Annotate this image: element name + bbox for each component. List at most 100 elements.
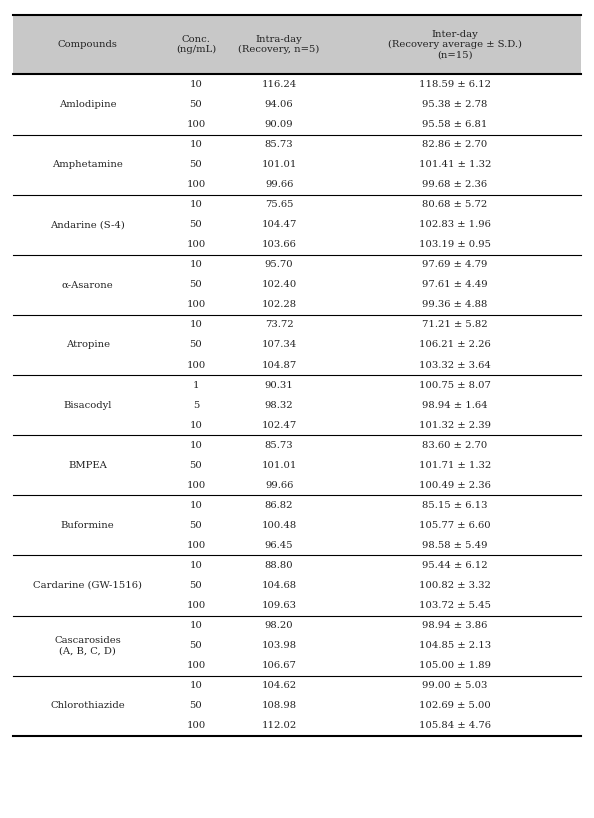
Text: Cardarine (GW-1516): Cardarine (GW-1516) (33, 581, 142, 590)
Bar (13, 15, 581, 74)
Text: 10: 10 (189, 501, 203, 510)
Text: 100: 100 (187, 601, 206, 610)
Text: Amlodipine: Amlodipine (59, 100, 116, 109)
Text: 108.98: 108.98 (261, 701, 296, 710)
Text: 104.87: 104.87 (261, 361, 297, 370)
Text: 98.58 ± 5.49: 98.58 ± 5.49 (422, 541, 488, 550)
Text: 101.01: 101.01 (261, 461, 297, 470)
Text: 101.71 ± 1.32: 101.71 ± 1.32 (419, 461, 491, 470)
Text: 10: 10 (189, 420, 203, 429)
Text: 103.66: 103.66 (262, 240, 296, 249)
Text: Cascarosides
(A, B, C, D): Cascarosides (A, B, C, D) (55, 636, 121, 655)
Text: 103.19 ± 0.95: 103.19 ± 0.95 (419, 240, 491, 249)
Text: 98.94 ± 3.86: 98.94 ± 3.86 (422, 621, 488, 630)
Text: 71.21 ± 5.82: 71.21 ± 5.82 (422, 321, 488, 330)
Text: 101.41 ± 1.32: 101.41 ± 1.32 (419, 160, 491, 169)
Text: 102.47: 102.47 (261, 420, 297, 429)
Text: 90.31: 90.31 (265, 380, 293, 389)
Text: 90.09: 90.09 (265, 120, 293, 129)
Text: 95.38 ± 2.78: 95.38 ± 2.78 (422, 100, 488, 109)
Text: 10: 10 (189, 621, 203, 630)
Text: 94.06: 94.06 (265, 100, 293, 109)
Text: 10: 10 (189, 441, 203, 450)
Text: 10: 10 (189, 561, 203, 570)
Text: 10: 10 (189, 681, 203, 690)
Text: 99.00 ± 5.03: 99.00 ± 5.03 (422, 681, 488, 690)
Text: 118.59 ± 6.12: 118.59 ± 6.12 (419, 80, 491, 89)
Text: 10: 10 (189, 321, 203, 330)
Text: 100: 100 (187, 481, 206, 490)
Text: 100.49 ± 2.36: 100.49 ± 2.36 (419, 481, 491, 490)
Text: 50: 50 (189, 160, 203, 169)
Text: 112.02: 112.02 (261, 721, 297, 730)
Text: 80.68 ± 5.72: 80.68 ± 5.72 (422, 200, 488, 209)
Text: 10: 10 (189, 200, 203, 209)
Text: 82.86 ± 2.70: 82.86 ± 2.70 (422, 140, 488, 149)
Text: 100: 100 (187, 541, 206, 550)
Text: 99.66: 99.66 (265, 180, 293, 189)
Text: Compounds: Compounds (58, 40, 118, 49)
Text: 102.28: 102.28 (261, 300, 296, 309)
Text: 106.21 ± 2.26: 106.21 ± 2.26 (419, 340, 491, 349)
Text: 107.34: 107.34 (261, 340, 297, 349)
Text: 103.32 ± 3.64: 103.32 ± 3.64 (419, 361, 491, 370)
Text: 100: 100 (187, 721, 206, 730)
Text: BMPEA: BMPEA (68, 461, 107, 470)
Text: 98.94 ± 1.64: 98.94 ± 1.64 (422, 401, 488, 410)
Text: Atropine: Atropine (66, 340, 110, 349)
Text: Buformine: Buformine (61, 521, 115, 530)
Text: 96.45: 96.45 (265, 541, 293, 550)
Text: 103.98: 103.98 (261, 641, 296, 650)
Text: 100.75 ± 8.07: 100.75 ± 8.07 (419, 380, 491, 389)
Text: 1: 1 (192, 380, 199, 389)
Text: Andarine (S-4): Andarine (S-4) (50, 220, 125, 229)
Text: 100: 100 (187, 300, 206, 309)
Text: 109.63: 109.63 (261, 601, 296, 610)
Text: 10: 10 (189, 80, 203, 89)
Text: 100: 100 (187, 180, 206, 189)
Text: 105.84 ± 4.76: 105.84 ± 4.76 (419, 721, 491, 730)
Text: 99.66: 99.66 (265, 481, 293, 490)
Text: 97.69 ± 4.79: 97.69 ± 4.79 (422, 260, 488, 269)
Text: 50: 50 (189, 641, 203, 650)
Text: 95.44 ± 6.12: 95.44 ± 6.12 (422, 561, 488, 570)
Text: 10: 10 (189, 140, 203, 149)
Text: 98.20: 98.20 (265, 621, 293, 630)
Text: 83.60 ± 2.70: 83.60 ± 2.70 (422, 441, 488, 450)
Text: 50: 50 (189, 581, 203, 590)
Text: 100: 100 (187, 661, 206, 670)
Text: 116.24: 116.24 (261, 80, 297, 89)
Text: 99.68 ± 2.36: 99.68 ± 2.36 (422, 180, 488, 189)
Text: 99.36 ± 4.88: 99.36 ± 4.88 (422, 300, 488, 309)
Text: 104.47: 104.47 (261, 220, 297, 229)
Text: Chlorothiazide: Chlorothiazide (50, 701, 125, 710)
Text: 104.68: 104.68 (261, 581, 296, 590)
Text: 102.83 ± 1.96: 102.83 ± 1.96 (419, 220, 491, 229)
Text: 103.72 ± 5.45: 103.72 ± 5.45 (419, 601, 491, 610)
Text: 101.32 ± 2.39: 101.32 ± 2.39 (419, 420, 491, 429)
Text: 100.82 ± 3.32: 100.82 ± 3.32 (419, 581, 491, 590)
Text: 100.48: 100.48 (261, 521, 297, 530)
Text: 88.80: 88.80 (265, 561, 293, 570)
Text: 100: 100 (187, 120, 206, 129)
Text: Conc.
(ng/mL): Conc. (ng/mL) (176, 35, 216, 54)
Text: 105.77 ± 6.60: 105.77 ± 6.60 (419, 521, 491, 530)
Text: 75.65: 75.65 (265, 200, 293, 209)
Text: 105.00 ± 1.89: 105.00 ± 1.89 (419, 661, 491, 670)
Text: 86.82: 86.82 (265, 501, 293, 510)
Text: 106.67: 106.67 (262, 661, 296, 670)
Text: 102.40: 102.40 (261, 281, 297, 290)
Text: Amphetamine: Amphetamine (52, 160, 123, 169)
Text: 98.32: 98.32 (265, 401, 293, 410)
Text: 50: 50 (189, 100, 203, 109)
Text: 73.72: 73.72 (265, 321, 293, 330)
Text: Intra-day
(Recovery, n=5): Intra-day (Recovery, n=5) (238, 35, 320, 54)
Text: 10: 10 (189, 260, 203, 269)
Text: 5: 5 (192, 401, 199, 410)
Text: α-Asarone: α-Asarone (62, 281, 113, 290)
Text: 97.61 ± 4.49: 97.61 ± 4.49 (422, 281, 488, 290)
Text: 104.62: 104.62 (261, 681, 296, 690)
Text: 50: 50 (189, 461, 203, 470)
Text: 100: 100 (187, 240, 206, 249)
Text: 50: 50 (189, 521, 203, 530)
